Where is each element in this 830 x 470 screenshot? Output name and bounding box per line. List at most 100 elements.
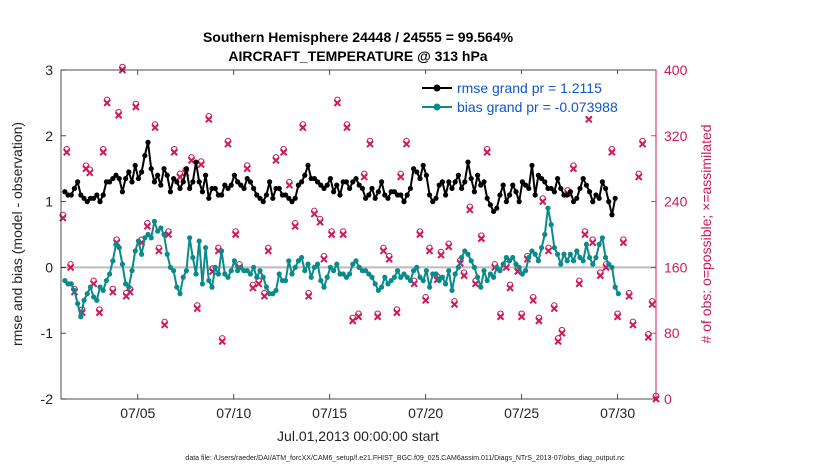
rmse-point (474, 172, 481, 178)
bias-point (378, 284, 385, 290)
obs-assimilated-marker (103, 99, 111, 107)
rmse-point (71, 185, 78, 192)
obs-assimilated-marker (218, 337, 226, 346)
rmse-point (321, 185, 327, 192)
bias-point (94, 297, 100, 303)
bias-point (442, 281, 449, 287)
obs-assimilated-marker (575, 280, 583, 288)
obs-assimilated-marker (291, 222, 299, 230)
x-axis-label: Jul.01,2013 00:00:00 start (277, 428, 439, 444)
obs-assimilated-stroke (272, 156, 280, 165)
rmse-point (289, 199, 295, 205)
bias-point (110, 258, 116, 264)
bias-point (417, 274, 423, 280)
rmse-point (81, 195, 87, 201)
obs-assimilated-marker (638, 140, 647, 148)
rmse-point (455, 172, 461, 178)
obs-assimilated-stroke (638, 140, 647, 148)
bias-point (311, 264, 318, 270)
bias-point (219, 248, 225, 254)
obs-assimilated-stroke (103, 99, 111, 107)
y2-axis-label: # of obs: o=possible; ×=assimilated (698, 124, 714, 343)
rmse-point (267, 179, 273, 185)
rmse-point (148, 166, 154, 172)
rmse-point (91, 195, 97, 201)
obs-assimilated-stroke (155, 247, 163, 255)
obs-assimilated-stroke (366, 140, 374, 148)
obs-assimilated-marker (316, 218, 324, 226)
rmse-point (302, 172, 308, 178)
bias-point (113, 241, 119, 247)
rmse-point (452, 179, 458, 185)
rmse-point (123, 175, 129, 182)
x-tick-label: 07/15 (312, 405, 347, 421)
obs-assimilated-stroke (585, 115, 593, 124)
rmse-point (478, 182, 484, 188)
y-tick-label: 1 (45, 194, 53, 210)
y2-tick-label: 160 (664, 259, 688, 275)
rmse-point (577, 185, 583, 192)
bias-point (276, 271, 282, 277)
bias-point (203, 245, 209, 251)
obs-assimilated-stroke (299, 123, 307, 132)
rmse-point (100, 192, 106, 198)
obs-assimilated-marker (460, 271, 468, 280)
y2-axis: 0 80 160 240 320 400 (651, 62, 688, 407)
rmse-point (126, 169, 132, 175)
bias-point (257, 268, 263, 274)
rmse-point (142, 152, 148, 159)
x-tick-label: 07/05 (120, 405, 155, 421)
obs-assimilated-marker (450, 300, 459, 309)
rmse-point (414, 169, 420, 175)
obs-assimilated-stroke (304, 292, 313, 300)
obs-assimilated-marker (379, 247, 388, 255)
obs-assimilated-stroke (397, 173, 405, 181)
bias-point (468, 258, 474, 264)
rmse-point (609, 212, 615, 218)
obs-assimilated-marker (581, 230, 589, 239)
obs-assimilated-stroke (558, 329, 566, 337)
rmse-point (580, 175, 586, 182)
obs-assimilated-marker (558, 329, 566, 337)
obs-assimilated-stroke (320, 255, 328, 263)
bias-point (263, 284, 270, 290)
obs-assimilated-marker (343, 123, 351, 132)
obs-assimilated-marker (320, 255, 328, 263)
obs-assimilated-stroke (535, 317, 543, 325)
rmse-point (292, 195, 298, 201)
bias-point (183, 268, 190, 274)
bias-point (228, 268, 234, 274)
obs-assimilated-marker (86, 169, 94, 177)
rmse-point (161, 166, 167, 172)
bias-point (155, 228, 161, 234)
obs-assimilated-marker (285, 181, 294, 189)
rmse-point (353, 175, 359, 182)
bias-point (244, 268, 250, 274)
bias-point (299, 254, 305, 261)
bias-point (471, 264, 477, 270)
obs-assimilated-marker (529, 296, 537, 305)
rmse-point (500, 182, 506, 188)
obs-assimilated-marker (155, 247, 163, 255)
rmse-point (270, 195, 276, 201)
bias-point (174, 284, 180, 290)
bias-point (286, 258, 292, 264)
obs-assimilated-marker (205, 115, 213, 124)
bias-point (593, 254, 599, 261)
obs-assimilated-marker (613, 313, 622, 321)
bias-point (577, 254, 583, 261)
rmse-point (260, 199, 266, 205)
rmse-point (487, 202, 493, 208)
rmse-point (129, 179, 135, 185)
y2-tick-label: 240 (664, 194, 688, 210)
bias-point (382, 274, 388, 280)
rmse-point (538, 175, 545, 182)
obs-assimilated-marker (99, 148, 107, 156)
obs-assimilated-marker (254, 280, 263, 288)
bias-point (375, 287, 381, 294)
bias-point (100, 287, 106, 294)
rmse-point (171, 175, 177, 182)
rmse-point (295, 182, 302, 188)
bias-point (139, 251, 145, 257)
obs-assimilated-stroke (187, 156, 196, 165)
